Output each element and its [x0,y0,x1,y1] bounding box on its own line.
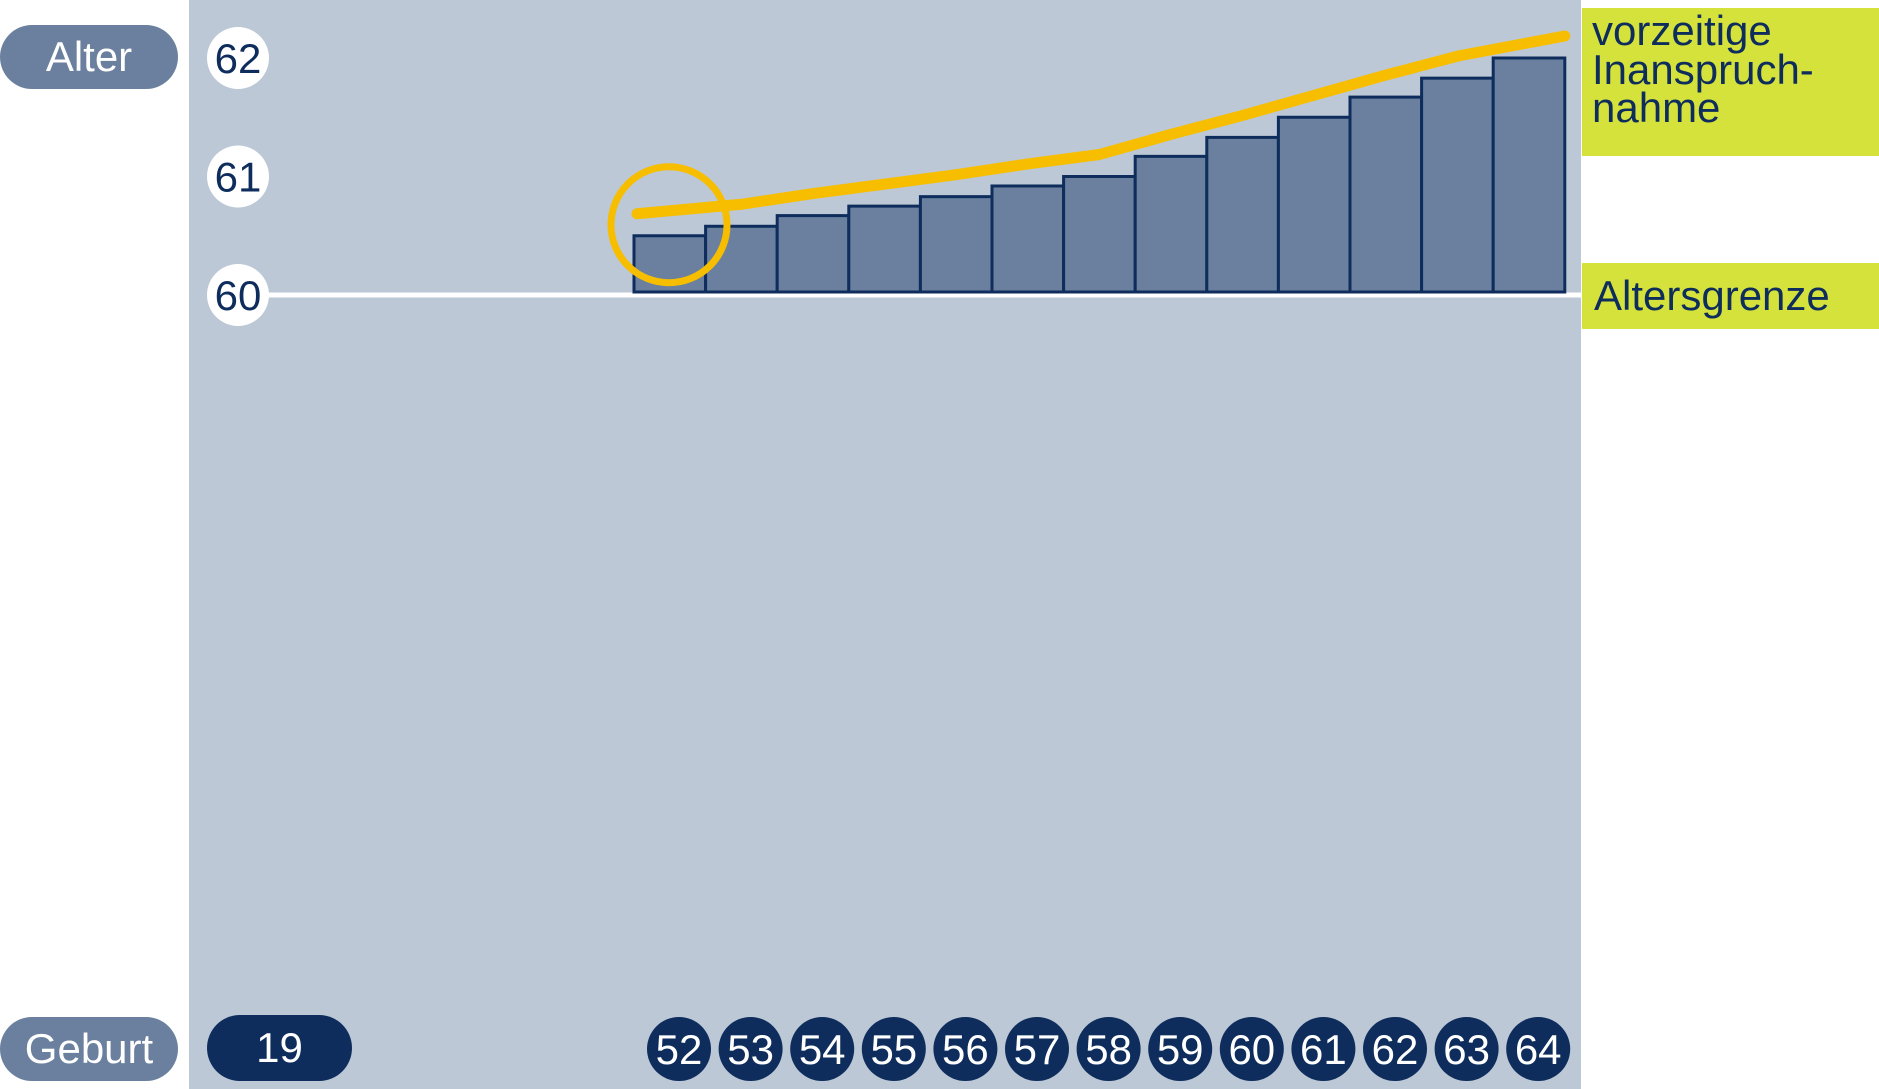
x-tick-62: 62 [1363,1017,1427,1081]
x-tick-circle [647,1017,711,1081]
x-tick-59: 59 [1148,1017,1213,1081]
y-tick-label: 62 [215,35,262,82]
early-retirement-label: vorzeitige Inanspruch- nahme [1582,8,1879,156]
x-tick-label: 63 [1443,1026,1490,1073]
x-tick-circle [1363,1017,1427,1081]
x-tick-circle [1434,1017,1499,1081]
bar-62 [1348,95,1424,294]
x-tick-60: 60 [1219,1017,1284,1081]
y-tick-label: 61 [215,154,262,201]
x-tick-circle [1148,1017,1213,1081]
x-tick-55: 55 [861,1017,926,1081]
x-tick-label: 52 [656,1026,703,1073]
bar-63 [1420,76,1495,294]
highlight-circle [607,163,731,287]
x-tick-58: 58 [1076,1017,1141,1081]
y-tick-label: 60 [215,272,262,319]
x-tick-circle [1506,1017,1571,1081]
x-tick-57: 57 [1005,1017,1069,1081]
x-tick-circle [1291,1017,1356,1081]
y-tick-62: 62 [207,27,269,89]
age-limit-label-text: Altersgrenze [1594,271,1830,319]
x-tick-label: 60 [1228,1026,1275,1073]
x-tick-circle [861,1017,926,1081]
x-tick-label: 58 [1085,1026,1132,1073]
x-tick-61: 61 [1291,1017,1356,1081]
bar-54 [775,214,851,294]
y-tick-61: 61 [207,145,269,208]
y-tick-circle [207,27,269,89]
x-tick-64: 64 [1506,1017,1571,1081]
x-tick-circle [790,1017,855,1081]
early-retirement-line [631,30,1571,220]
x-tick-63: 63 [1434,1017,1499,1081]
x-axis-prefix-text: 19 [256,1024,303,1071]
x-tick-label: 59 [1157,1026,1204,1073]
bar-61 [1276,115,1352,294]
x-tick-label: 64 [1515,1026,1562,1073]
bar-55 [847,204,922,294]
x-axis-label: Geburt [0,1017,178,1081]
bar-56 [918,195,994,294]
x-tick-circle [1005,1017,1069,1081]
x-tick-52: 52 [647,1017,711,1081]
bar-60 [1205,135,1280,294]
y-axis-label: Alter [0,25,178,89]
x-tick-circle [718,1017,783,1081]
x-tick-label: 53 [727,1026,774,1073]
x-tick-56: 56 [933,1017,998,1081]
x-tick-label: 62 [1372,1026,1419,1073]
y-tick-circle [207,264,269,326]
bar-59 [1133,154,1209,294]
x-tick-54: 54 [790,1017,855,1081]
age-limit-label: Altersgrenze [1582,263,1879,329]
x-tick-label: 57 [1014,1026,1061,1073]
x-tick-circle [1076,1017,1141,1081]
x-tick-53: 53 [718,1017,783,1081]
bar-58 [1062,175,1137,294]
x-tick-label: 54 [799,1026,846,1073]
y-tick-circle [207,145,269,208]
x-tick-circle [1219,1017,1284,1081]
y-axis-label-text: Alter [45,33,133,80]
x-tick-label: 55 [870,1026,917,1073]
early-retirement-label-text: vorzeitige Inanspruch- nahme [1592,7,1814,132]
x-tick-label: 56 [942,1026,989,1073]
x-tick-label: 61 [1300,1026,1347,1073]
x-axis-label-text: Geburt [24,1025,154,1072]
x-tick-circle [933,1017,998,1081]
y-tick-60: 60 [207,264,269,326]
bar-64 [1491,56,1567,294]
x-axis-prefix: 19 [207,1015,352,1081]
bar-57 [990,184,1066,294]
